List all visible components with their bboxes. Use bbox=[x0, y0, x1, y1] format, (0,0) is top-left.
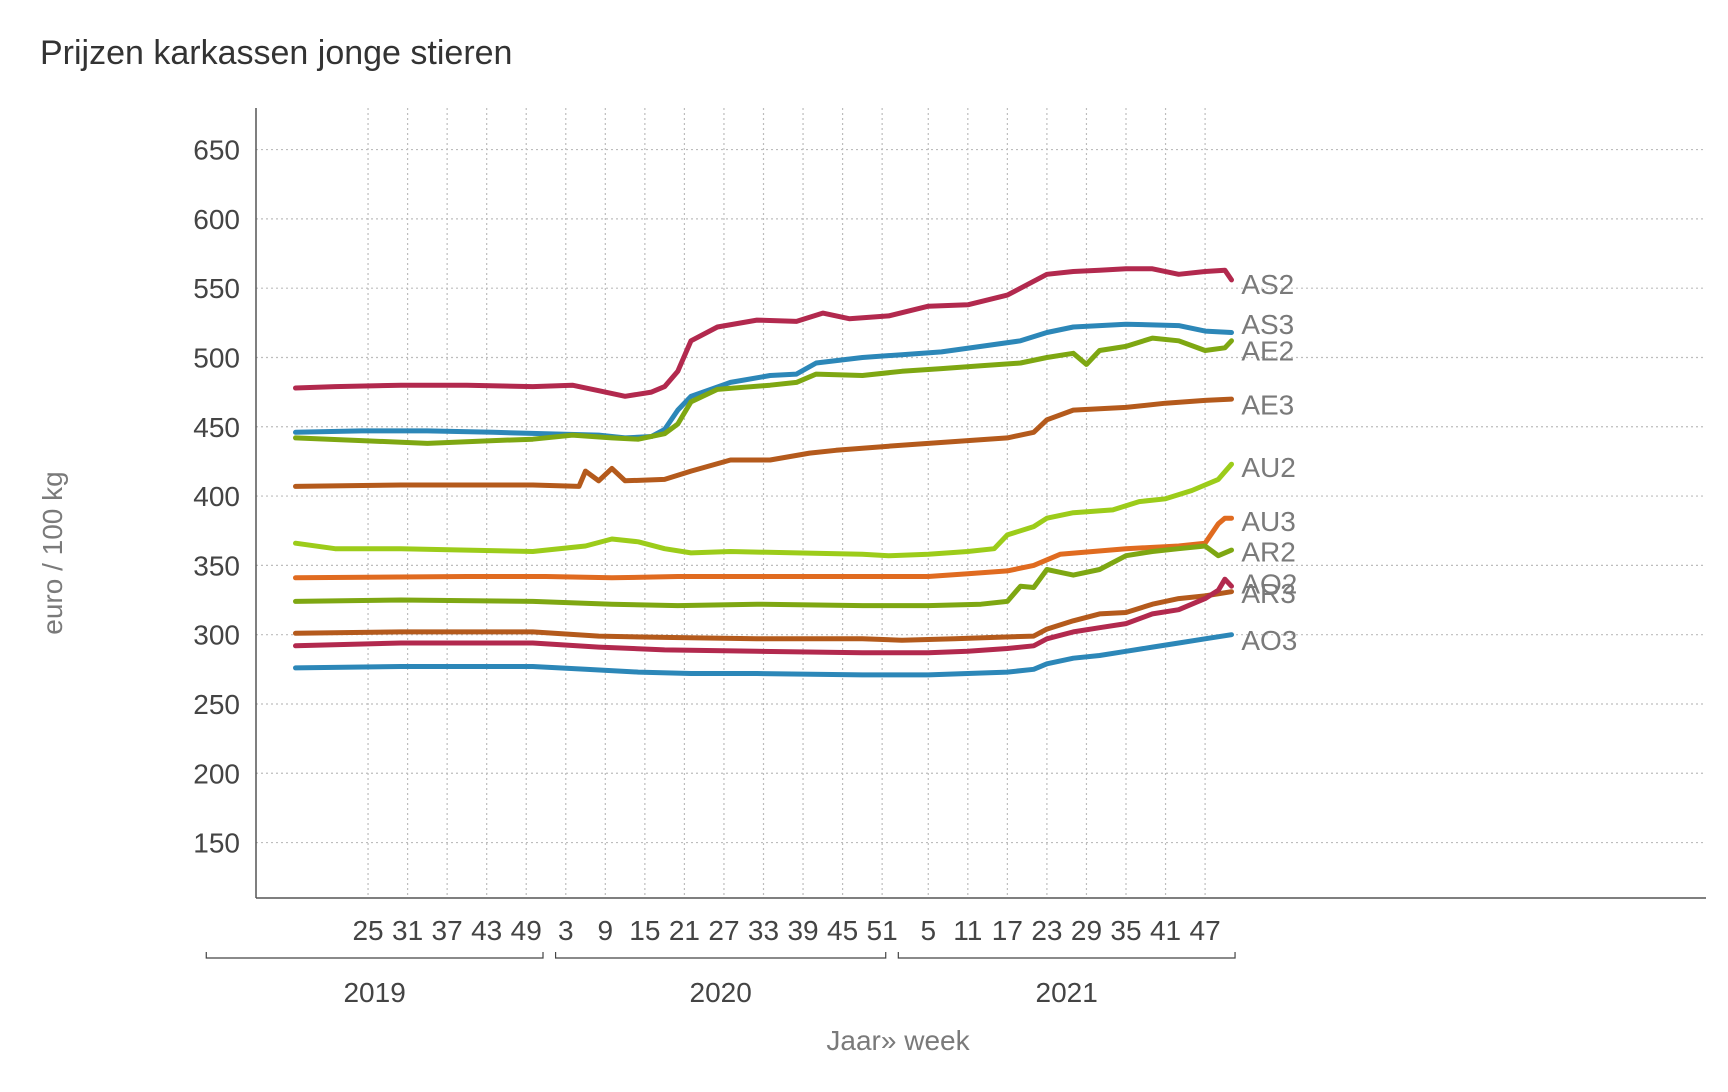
x-tick-label-85: 33 bbox=[748, 915, 779, 946]
series-label-ae2: AE2 bbox=[1241, 336, 1294, 367]
x-tick-label-73: 21 bbox=[669, 915, 700, 946]
series-label-ae3: AE3 bbox=[1241, 390, 1294, 421]
x-tick-label-55: 3 bbox=[558, 915, 574, 946]
x-tick-label-140: 35 bbox=[1110, 915, 1141, 946]
series-line-ar2 bbox=[293, 543, 1234, 609]
y-tick-label-350: 350 bbox=[193, 550, 240, 581]
series-label-ar2: AR2 bbox=[1241, 537, 1295, 568]
x-tick-label-43: 43 bbox=[471, 915, 502, 946]
y-tick-label-650: 650 bbox=[193, 135, 240, 166]
series-line-au2 bbox=[293, 461, 1234, 559]
x-tick-label-97: 45 bbox=[827, 915, 858, 946]
series-line-as2 bbox=[293, 266, 1234, 399]
y-tick-label-500: 500 bbox=[193, 342, 240, 373]
y-tick-label-600: 600 bbox=[193, 204, 240, 235]
series-line-as3 bbox=[293, 321, 1234, 441]
series-label-ar3: AR3 bbox=[1241, 578, 1295, 609]
y-tick-label-250: 250 bbox=[193, 689, 240, 720]
y-tick-label-200: 200 bbox=[193, 758, 240, 789]
year-label-2020: 2020 bbox=[690, 977, 752, 1008]
series-label-as2: AS2 bbox=[1241, 269, 1294, 300]
x-tick-label-67: 15 bbox=[629, 915, 660, 946]
x-tick-label-49: 49 bbox=[511, 915, 542, 946]
series-line-ar3 bbox=[293, 589, 1234, 643]
y-axis-title: euro / 100 kg bbox=[37, 471, 68, 634]
gridlines bbox=[256, 108, 1706, 898]
y-tick-label-150: 150 bbox=[193, 828, 240, 859]
series-label-ao3: AO3 bbox=[1241, 625, 1297, 656]
y-tick-label-300: 300 bbox=[193, 620, 240, 651]
x-tick-label-25: 25 bbox=[352, 915, 383, 946]
y-tick-label-550: 550 bbox=[193, 273, 240, 304]
year-bracket-2021 bbox=[897, 952, 1236, 959]
x-tick-label-91: 39 bbox=[787, 915, 818, 946]
y-tick-label-450: 450 bbox=[193, 412, 240, 443]
year-bracket-2019 bbox=[205, 952, 544, 959]
series-line-ao3 bbox=[293, 632, 1234, 678]
x-tick-label-79: 27 bbox=[708, 915, 739, 946]
x-tick-label-110: 5 bbox=[920, 915, 936, 946]
x-tick-label-37: 37 bbox=[432, 915, 463, 946]
series-label-as3: AS3 bbox=[1241, 309, 1294, 340]
y-tick-label-400: 400 bbox=[193, 481, 240, 512]
year-bracket-2020 bbox=[554, 952, 887, 959]
x-tick-label-128: 23 bbox=[1031, 915, 1062, 946]
axes: 150 200 250 300 350 400 450 500 550 600 650 25 31 37 4… bbox=[193, 108, 1706, 1008]
x-tick-label-122: 17 bbox=[992, 915, 1023, 946]
x-tick-label-116: 11 bbox=[953, 915, 982, 946]
x-axis-title: Jaar» week bbox=[826, 1025, 970, 1056]
x-tick-label-146: 41 bbox=[1150, 915, 1181, 946]
year-label-2021: 2021 bbox=[1036, 977, 1098, 1008]
series-line-ae2 bbox=[293, 335, 1234, 446]
series-line-ao2 bbox=[293, 576, 1234, 656]
series-label-au2: AU2 bbox=[1241, 452, 1295, 483]
series-label-ao2: AO2 bbox=[1241, 568, 1297, 599]
year-label-2019: 2019 bbox=[343, 977, 405, 1008]
series-line-au3 bbox=[293, 515, 1234, 581]
x-tick-label-152: 47 bbox=[1190, 915, 1221, 946]
series-label-au3: AU3 bbox=[1241, 506, 1295, 537]
series-line-ae3 bbox=[293, 396, 1234, 489]
series-lines bbox=[293, 266, 1234, 678]
x-tick-label-134: 29 bbox=[1071, 915, 1102, 946]
x-tick-label-103: 51 bbox=[867, 915, 898, 946]
x-tick-label-31: 31 bbox=[392, 915, 423, 946]
x-tick-label-61: 9 bbox=[598, 915, 614, 946]
chart-title: Prijzen karkassen jonge stieren bbox=[40, 34, 512, 72]
